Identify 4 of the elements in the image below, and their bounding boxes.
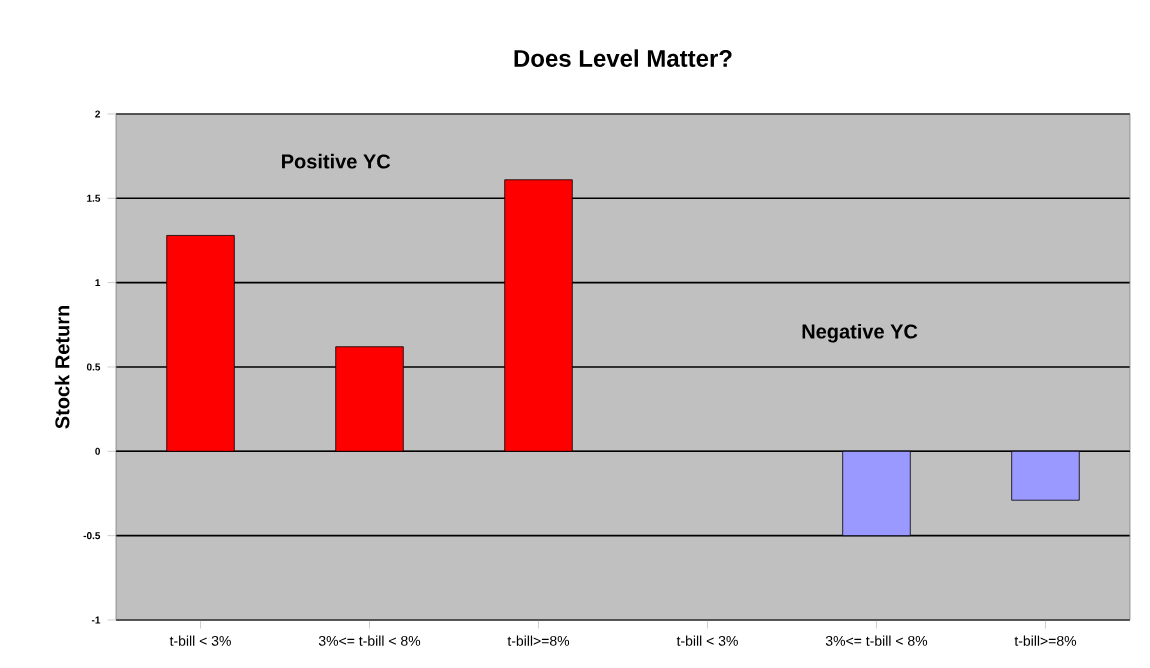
y-axis-title: Stock Return <box>54 306 70 429</box>
chart-title: Does Level Matter? <box>514 49 732 67</box>
annotation: Positive YC <box>282 153 391 169</box>
annotation: Negative YC <box>802 323 918 343</box>
